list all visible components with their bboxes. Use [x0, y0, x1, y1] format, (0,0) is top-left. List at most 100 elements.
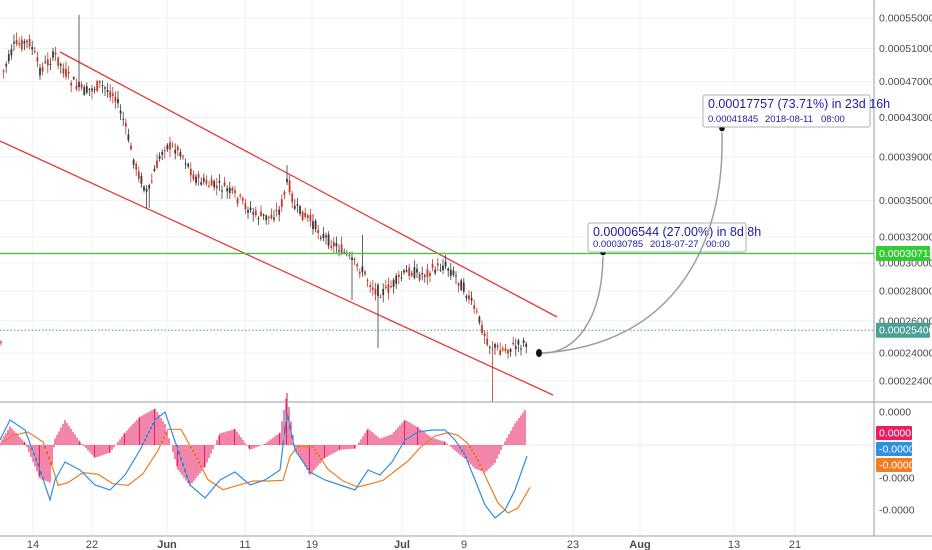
candle-body: [182, 156, 184, 158]
candle-body: [46, 59, 49, 66]
candle-body: [457, 283, 460, 286]
candle-body: [447, 268, 450, 271]
projection-target-price: 0.00030785: [593, 239, 643, 250]
candle-body: [7, 54, 10, 62]
candle-body: [351, 257, 353, 261]
candle-body: [384, 286, 387, 288]
candle-body: [499, 350, 502, 355]
descending-channel[interactable]: [0, 51, 558, 396]
candle-body: [400, 277, 403, 279]
candle-body: [356, 264, 359, 267]
projection-target-price: 0.00041845: [708, 114, 758, 125]
candle-body: [473, 305, 476, 309]
candle-body: [434, 269, 437, 274]
candle-body: [431, 264, 434, 268]
candle-body: [65, 68, 67, 77]
projection-change-text: 0.00017757 (73.71%) in 23d 16h: [708, 97, 890, 111]
price-tick-label: 0.00043000: [879, 112, 932, 124]
candle-body: [28, 38, 31, 47]
price-projections[interactable]: 0.00006544 (27.00%) in 8d 8h0.00030785 20…: [536, 94, 890, 357]
candle-body: [148, 185, 151, 189]
candle-body: [130, 145, 132, 150]
candlestick-series: [0, 15, 528, 402]
projection-label-box: [587, 222, 747, 253]
candle-body: [124, 122, 127, 127]
candle-body: [408, 267, 411, 277]
candle-body: [70, 82, 73, 86]
candle-body: [241, 198, 244, 201]
macd-tick-label: -0.0000: [879, 473, 915, 485]
candle-body: [507, 350, 509, 354]
candle-body: [452, 270, 455, 275]
candle-body: [353, 258, 356, 261]
candle-body: [33, 51, 36, 53]
candle-body: [67, 71, 70, 74]
candle-body: [332, 242, 335, 247]
candle-body: [252, 212, 255, 215]
macd-histogram-badge-bg: [876, 426, 912, 440]
candle-body: [88, 88, 91, 90]
candle-body: [36, 57, 39, 62]
time-tick-label: 23: [567, 539, 579, 550]
candle-body: [442, 265, 444, 271]
candle-body: [512, 342, 515, 345]
candle-body: [358, 272, 361, 274]
candle-body: [150, 180, 153, 183]
candle-body: [288, 180, 291, 193]
candle-body: [57, 57, 60, 66]
candle-body: [93, 89, 96, 91]
channel-upper-line: [59, 51, 558, 318]
candle-body: [462, 282, 465, 292]
candle-body: [267, 216, 270, 219]
candle-body: [361, 266, 364, 273]
candle-body: [153, 168, 156, 172]
price-tick-label: 0.00028000: [879, 285, 932, 297]
candle-body: [223, 182, 226, 186]
candle-body: [221, 190, 223, 192]
projection-arrow: [541, 132, 723, 354]
candle-body: [494, 344, 496, 348]
candle-body: [122, 118, 125, 120]
candle-body: [202, 177, 205, 182]
time-tick-label: 21: [789, 539, 801, 550]
candle-body: [525, 343, 528, 347]
candle-body: [39, 67, 41, 76]
macd-signal-badge-bg: [876, 458, 912, 472]
candle-body: [158, 155, 161, 159]
candle-body: [104, 87, 106, 89]
candle-body: [54, 52, 57, 55]
candle-body: [106, 90, 109, 93]
candle-body: [176, 146, 179, 151]
candle-body: [127, 134, 130, 141]
projection-target-time: 00:00: [706, 239, 730, 250]
candle-body: [483, 333, 486, 337]
candle-body: [491, 348, 494, 350]
candle-body: [247, 210, 249, 213]
candle-body: [171, 144, 174, 146]
candle-body: [205, 180, 208, 184]
candle-body: [364, 271, 366, 275]
macd-histogram-badge: 0.0000: [879, 428, 911, 440]
candle-body: [184, 163, 187, 165]
candle-body: [449, 269, 452, 276]
candle-body: [143, 186, 145, 191]
projection-change-text: 0.00006544 (27.00%) in 8d 8h: [593, 225, 761, 239]
candle-body: [161, 151, 164, 155]
candle-body: [145, 188, 148, 192]
candle-body: [85, 86, 88, 93]
candle-body: [44, 61, 47, 63]
candle-body: [137, 171, 140, 179]
candle-body: [31, 46, 34, 50]
candle-body: [239, 195, 242, 197]
horizontal-line-price-badge: 0.00030711: [879, 248, 932, 260]
candle-body: [319, 237, 322, 239]
projection-label-box: [702, 94, 871, 128]
candle-body: [486, 338, 489, 345]
candle-body: [244, 203, 247, 210]
time-tick-label: 11: [239, 539, 250, 550]
time-tick-label: 19: [306, 539, 318, 550]
candle-body: [200, 182, 203, 185]
